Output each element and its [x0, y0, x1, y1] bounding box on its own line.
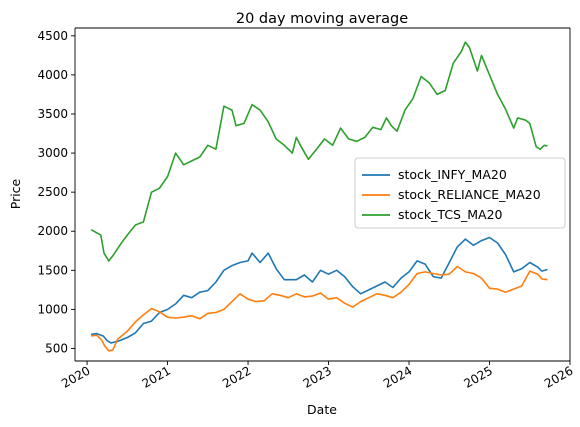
legend-label: stock_TCS_MA20 — [398, 207, 503, 222]
y-tick-label: 4500 — [37, 29, 68, 43]
chart-title: 20 day moving average — [236, 11, 408, 27]
y-tick-label: 1500 — [37, 263, 68, 277]
y-axis-title: Price — [8, 178, 23, 209]
x-tick-label: 2021 — [140, 363, 173, 390]
x-tick-label: 2026 — [542, 363, 575, 390]
series-line-0 — [90, 236, 548, 344]
x-tick-label: 2024 — [381, 363, 414, 390]
x-tick-label: 2022 — [220, 363, 253, 390]
x-axis-title: Date — [307, 402, 337, 417]
y-tick-label: 3000 — [37, 146, 68, 160]
y-tick-label: 2000 — [37, 224, 68, 238]
legend-box — [354, 157, 566, 229]
series-layer — [90, 41, 548, 352]
legend-label: stock_INFY_MA20 — [398, 167, 507, 182]
x-axis: 2020 2021 2022 2023 2024 2025 2026 — [59, 361, 576, 391]
x-tick-label: 2025 — [462, 363, 495, 390]
y-tick-label: 4000 — [37, 68, 68, 82]
series-line-2 — [90, 41, 548, 262]
x-tick-label: 2020 — [59, 363, 92, 390]
y-tick-label: 2500 — [37, 185, 68, 199]
y-axis: 500 1000 1500 2000 2500 3000 3500 4000 4500 — [37, 29, 75, 355]
y-tick-label: 1000 — [37, 302, 68, 316]
y-tick-label: 3500 — [37, 107, 68, 121]
axes-frame — [74, 27, 571, 362]
legend-label: stock_RELIANCE_MA20 — [398, 187, 541, 202]
legend: stock_INFY_MA20 stock_RELIANCE_MA20 stock_… — [354, 157, 566, 229]
y-tick-label: 500 — [45, 341, 68, 355]
x-tick-label: 2023 — [301, 363, 334, 390]
series-line-1 — [90, 265, 548, 352]
